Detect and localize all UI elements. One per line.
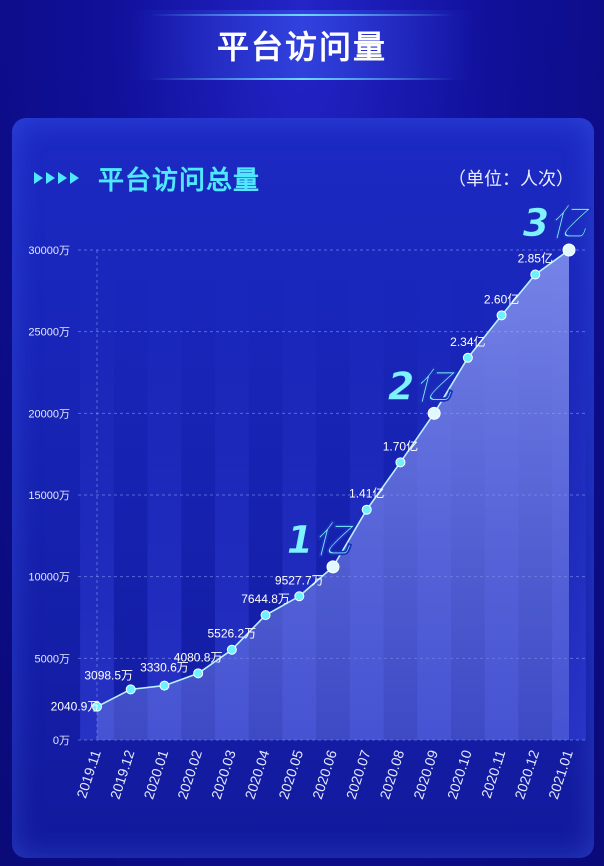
x-tick-label: 2020.12 bbox=[511, 748, 542, 801]
header-bottom-line bbox=[150, 78, 454, 80]
unit-label: （单位：人次） bbox=[448, 169, 574, 190]
x-tick-label: 2020.02 bbox=[174, 748, 205, 801]
milestone-label: 2亿 bbox=[388, 364, 457, 408]
data-point bbox=[496, 310, 507, 321]
data-point bbox=[361, 504, 372, 515]
x-tick-label: 2021.01 bbox=[545, 748, 576, 801]
data-label: 3330.6万 bbox=[140, 661, 189, 675]
data-label: 7644.8万 bbox=[241, 592, 290, 606]
page-header: 平台访问量 bbox=[130, 10, 474, 80]
data-point bbox=[159, 680, 170, 691]
card-header: 平台访问总量 （单位：人次） bbox=[34, 158, 574, 198]
data-label: 2040.9万 bbox=[51, 700, 100, 714]
data-label: 4080.8万 bbox=[174, 650, 223, 664]
area-fill bbox=[97, 250, 569, 740]
x-tick-label: 2019.11 bbox=[73, 748, 104, 800]
x-tick-label: 2019.12 bbox=[107, 748, 138, 801]
chevrons-icon bbox=[34, 172, 82, 184]
header-top-line bbox=[150, 14, 454, 16]
data-point bbox=[462, 352, 473, 363]
y-tick-label: 30000万 bbox=[28, 245, 70, 257]
y-tick-label: 15000万 bbox=[28, 490, 70, 502]
data-point bbox=[193, 668, 204, 679]
y-tick-label: 0万 bbox=[53, 735, 70, 747]
data-label: 1.70亿 bbox=[383, 438, 418, 453]
milestone-label: 1亿 bbox=[287, 518, 356, 562]
x-tick-label: 2020.08 bbox=[376, 748, 407, 801]
data-point bbox=[125, 684, 136, 695]
data-point bbox=[427, 406, 441, 420]
x-tick-label: 2020.01 bbox=[140, 748, 171, 801]
y-tick-label: 5000万 bbox=[35, 653, 70, 665]
milestone-label: 3亿 bbox=[523, 201, 592, 245]
data-label: 2.60亿 bbox=[484, 291, 519, 306]
data-label: 2.34亿 bbox=[450, 334, 485, 349]
x-tick-label: 2020.07 bbox=[343, 748, 374, 801]
data-point bbox=[395, 457, 406, 468]
x-tick-label: 2020.09 bbox=[410, 748, 441, 801]
data-point bbox=[226, 644, 237, 655]
x-tick-label: 2020.03 bbox=[208, 748, 239, 801]
y-tick-label: 20000万 bbox=[28, 408, 70, 420]
chart-title: 平台访问总量 bbox=[98, 165, 261, 196]
data-point bbox=[562, 243, 576, 257]
data-label: 5526.2万 bbox=[207, 627, 256, 641]
y-tick-label: 10000万 bbox=[28, 572, 70, 584]
data-point bbox=[530, 269, 541, 280]
data-label: 9527.7万 bbox=[275, 573, 324, 587]
data-point bbox=[260, 610, 271, 621]
x-tick-label: 2020.06 bbox=[309, 748, 340, 801]
x-tick-label: 2020.10 bbox=[444, 748, 475, 801]
data-point bbox=[326, 560, 340, 574]
y-tick-label: 25000万 bbox=[28, 327, 70, 339]
x-tick-label: 2020.05 bbox=[275, 748, 306, 801]
x-tick-label: 2020.04 bbox=[242, 748, 273, 801]
page-title: 平台访问量 bbox=[216, 28, 387, 66]
data-label: 3098.5万 bbox=[84, 668, 133, 682]
data-point bbox=[92, 701, 102, 712]
data-label: 1.41亿 bbox=[349, 486, 384, 501]
data-point bbox=[294, 591, 305, 602]
x-tick-label: 2020.11 bbox=[478, 748, 509, 800]
data-label: 2.85亿 bbox=[518, 251, 553, 266]
